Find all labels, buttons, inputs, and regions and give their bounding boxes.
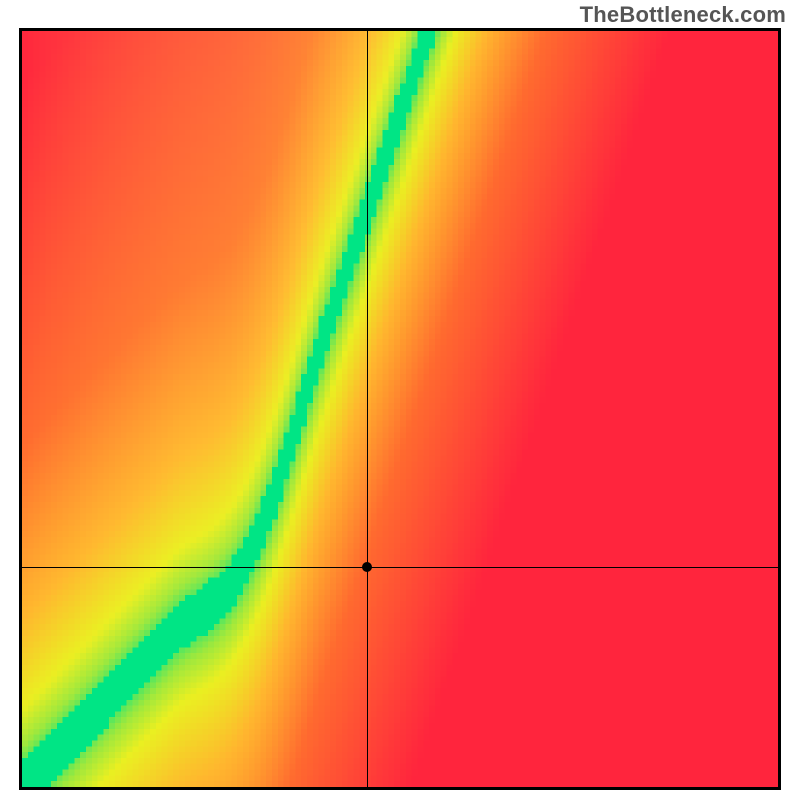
heatmap-plot — [19, 28, 781, 790]
heatmap-canvas — [22, 31, 778, 787]
selected-point-marker — [362, 562, 372, 572]
watermark-text: TheBottleneck.com — [580, 2, 786, 28]
crosshair-vertical — [367, 31, 368, 787]
crosshair-horizontal — [22, 567, 778, 568]
